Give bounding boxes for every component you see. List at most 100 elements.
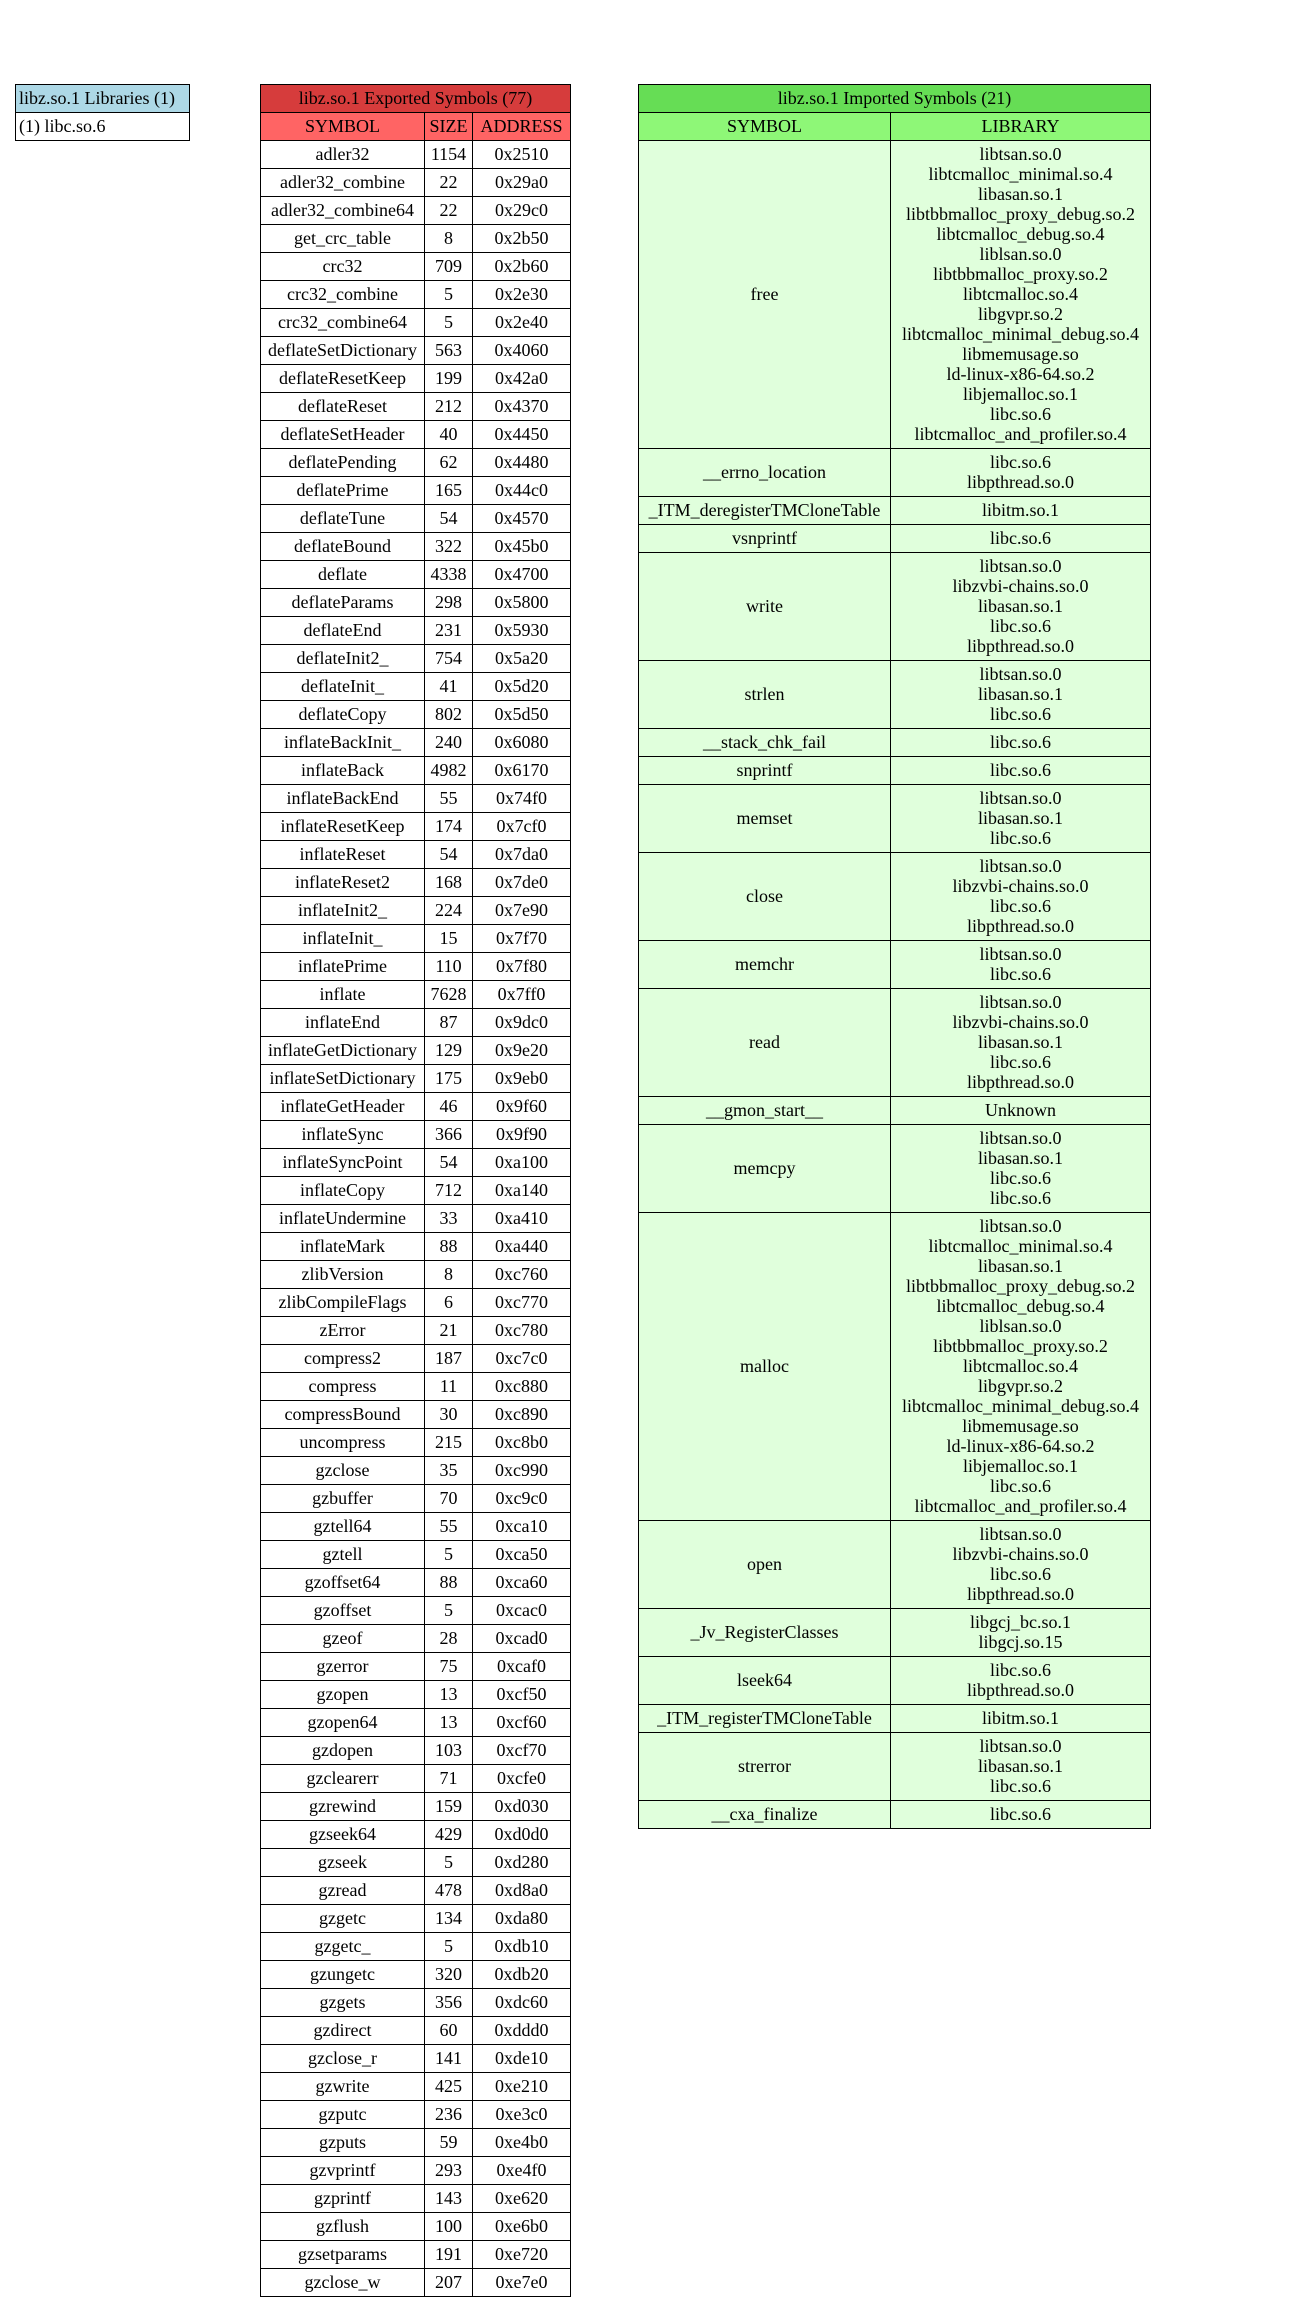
libraries-title: libz.so.1 Libraries (1) [15,84,190,113]
symbol-cell: gztell [260,1540,425,1569]
symbol-cell: crc32_combine64 [260,308,425,337]
library-name: libpthread.so.0 [967,1680,1074,1700]
symbol-cell: uncompress [260,1428,425,1457]
size-cell: 6 [424,1288,473,1317]
size-cell: 199 [424,364,473,393]
table-row: zError 21 0xc780 [260,1316,572,1345]
size-cell: 802 [424,700,473,729]
symbol-cell: compressBound [260,1400,425,1429]
table-row: deflateCopy 802 0x5d50 [260,700,572,729]
size-cell: 224 [424,896,473,925]
address-cell: 0x44c0 [471,476,572,505]
table-row: gzclearerr 71 0xcfe0 [260,1764,572,1793]
address-cell: 0x29a0 [471,168,572,197]
symbol-cell: __errno_location [638,448,891,497]
column-header-size: SIZE [424,112,473,141]
table-row: vsnprintf libc.so.6 [638,524,1152,553]
library-cell: libgcj_bc.so.1 libgcj.so.15 [889,1608,1152,1657]
table-row: gzopen64 13 0xcf60 [260,1708,572,1737]
table-row: gzrewind 159 0xd030 [260,1792,572,1821]
address-cell: 0xc9c0 [471,1484,572,1513]
symbol-cell: inflateGetDictionary [260,1036,425,1065]
symbol-cell: gztell64 [260,1512,425,1541]
size-cell: 425 [424,2072,473,2101]
size-cell: 754 [424,644,473,673]
symbol-cell: deflate [260,560,425,589]
library-cell: libtsan.so.0 libzvbi-chains.so.0 libasan.s… [889,552,1152,661]
address-cell: 0xa100 [471,1148,572,1177]
size-cell: 236 [424,2100,473,2129]
exported-title: libz.so.1 Exported Symbols (77) [259,84,572,113]
table-row: inflateInit_ 15 0x7f70 [260,924,572,953]
symbol-cell: inflateGetHeader [260,1092,425,1121]
symbol-cell: deflatePending [260,448,425,477]
library-name: libpthread.so.0 [967,1072,1074,1092]
symbol-cell: free [638,140,891,449]
symbol-cell: inflateSyncPoint [260,1148,425,1177]
symbol-cell: gzdopen [260,1736,425,1765]
table-row: gzoffset 5 0xcac0 [260,1596,572,1625]
symbol-cell: gzseek64 [260,1820,425,1849]
library-cell: libtsan.so.0 libasan.so.1 libc.so.6 [889,784,1152,853]
address-cell: 0xe7e0 [471,2268,572,2297]
symbol-cell: gzoffset64 [260,1568,425,1597]
table-row: deflateSetDictionary 563 0x4060 [260,336,572,365]
address-cell: 0xcf70 [471,1736,572,1765]
address-cell: 0xe210 [471,2072,572,2101]
table-row: inflatePrime 110 0x7f80 [260,952,572,981]
library-name: libtsan.so.0 [979,1524,1062,1544]
address-cell: 0x6080 [471,728,572,757]
library-name: libtcmalloc_minimal_debug.so.4 [902,324,1139,344]
address-cell: 0x9f90 [471,1120,572,1149]
symbol-cell: zlibCompileFlags [260,1288,425,1317]
size-cell: 191 [424,2240,473,2269]
table-row: gzseek64 429 0xd0d0 [260,1820,572,1849]
library-name: libtcmalloc_and_profiler.so.4 [914,1496,1127,1516]
symbol-cell: gzprintf [260,2184,425,2213]
table-row: deflateTune 54 0x4570 [260,504,572,533]
address-cell: 0x7f80 [471,952,572,981]
table-row: inflateEnd 87 0x9dc0 [260,1008,572,1037]
address-cell: 0xc7c0 [471,1344,572,1373]
table-row: deflateSetHeader 40 0x4450 [260,420,572,449]
library-name: libjemalloc.so.1 [963,1456,1078,1476]
table-row: inflateSyncPoint 54 0xa100 [260,1148,572,1177]
size-cell: 174 [424,812,473,841]
symbol-cell: inflateBackInit_ [260,728,425,757]
table-row: _Jv_RegisterClasses libgcj_bc.so.1 libgcj.… [638,1608,1152,1657]
library-name: libc.so.6 [990,1188,1051,1208]
library-name: libasan.so.1 [978,1148,1063,1168]
size-cell: 54 [424,504,473,533]
table-row: gzgetc_ 5 0xdb10 [260,1932,572,1961]
symbol-cell: snprintf [638,756,891,785]
size-cell: 88 [424,1232,473,1261]
table-row: gzclose_w 207 0xe7e0 [260,2268,572,2297]
symbol-cell: gzrewind [260,1792,425,1821]
size-cell: 1154 [424,140,473,169]
table-row: deflateResetKeep 199 0x42a0 [260,364,572,393]
library-name: libpthread.so.0 [967,472,1074,492]
table-row: deflatePrime 165 0x44c0 [260,476,572,505]
symbol-cell: gzputc [260,2100,425,2129]
symbol-cell: inflate [260,980,425,1009]
table-row: memchr libtsan.so.0 libc.so.6 [638,940,1152,989]
address-cell: 0x5d50 [471,700,572,729]
address-cell: 0xc760 [471,1260,572,1289]
table-row: inflateBack 4982 0x6170 [260,756,572,785]
column-header-library: LIBRARY [889,112,1152,141]
size-cell: 30 [424,1400,473,1429]
size-cell: 320 [424,1960,473,1989]
address-cell: 0xd030 [471,1792,572,1821]
library-name: libc.so.6 [990,704,1051,724]
symbol-cell: inflateSync [260,1120,425,1149]
library-cell: libtsan.so.0 libasan.so.1 libc.so.6 libc.so… [889,1124,1152,1213]
symbol-cell: inflateMark [260,1232,425,1261]
library-name: libc.so.6 [990,1564,1051,1584]
library-name: libasan.so.1 [978,684,1063,704]
size-cell: 54 [424,1148,473,1177]
address-cell: 0x42a0 [471,364,572,393]
library-name: libtsan.so.0 [979,1216,1062,1236]
table-row: strerror libtsan.so.0 libasan.so.1 libc.so.… [638,1732,1152,1801]
size-cell: 5 [424,1596,473,1625]
symbol-cell: strerror [638,1732,891,1801]
